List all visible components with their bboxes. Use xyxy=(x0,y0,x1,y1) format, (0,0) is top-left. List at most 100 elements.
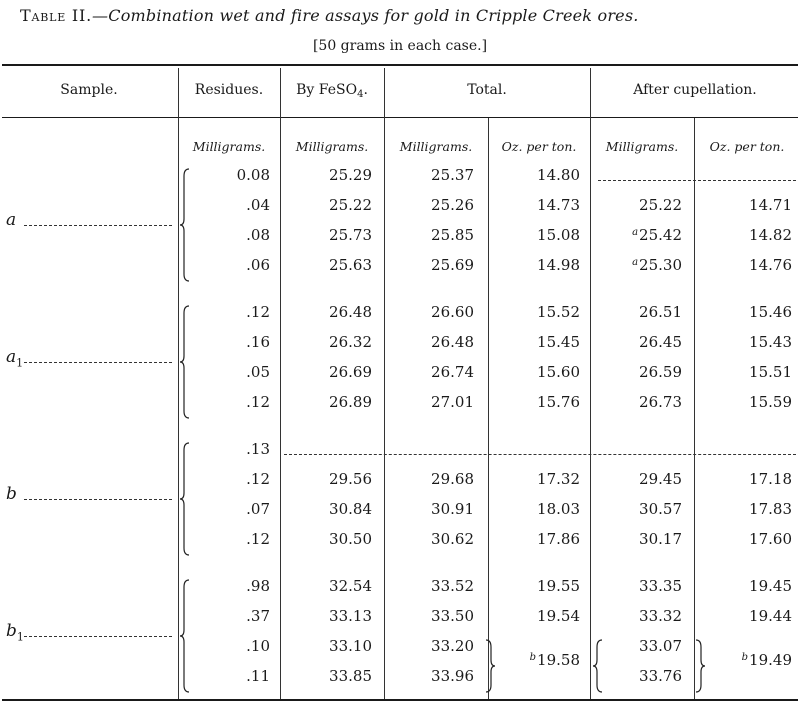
header-after-cupellation: After cupellation. xyxy=(633,82,757,98)
footnote-marker: b xyxy=(741,652,749,663)
residue-value: .12 xyxy=(246,393,270,411)
residue-value: .37 xyxy=(246,607,270,625)
cupel-mg-value: 26.45 xyxy=(639,333,682,351)
cupel-mg-value: a25.30 xyxy=(632,256,682,274)
cupel-mg-value: a25.42 xyxy=(632,226,682,244)
residue-value: .08 xyxy=(246,226,270,244)
feso4-value: 25.73 xyxy=(329,226,372,244)
unit-label: Milligrams. xyxy=(295,139,369,154)
table-title: Table II.—Combination wet and fire assay… xyxy=(20,6,639,25)
total-mg-value: 30.62 xyxy=(431,530,474,548)
cupel-mg-value: 25.22 xyxy=(639,196,682,214)
table-caption: —Combination wet and fire assays for gol… xyxy=(92,6,639,25)
footnote-marker: b xyxy=(529,652,537,663)
feso4-value: 30.50 xyxy=(329,530,372,548)
cupel-oz-value: 19.45 xyxy=(749,577,792,595)
header-by-feso4: By FeSO4. xyxy=(296,82,368,100)
residue-value: .12 xyxy=(246,470,270,488)
residue-value: .11 xyxy=(246,667,270,685)
cupel-oz-value: 19.44 xyxy=(749,607,792,625)
residue-value: .10 xyxy=(246,637,270,655)
residue-value: .12 xyxy=(246,530,270,548)
residue-value: .05 xyxy=(246,363,270,381)
unit-label: Milligrams. xyxy=(605,139,679,154)
cupel-mg-value: 30.17 xyxy=(639,530,682,548)
header-total: Total. xyxy=(467,82,507,98)
total-mg-value: 25.26 xyxy=(431,196,474,214)
merge-brace xyxy=(695,639,706,693)
residue-value: .13 xyxy=(246,440,270,458)
total-oz-value: 15.45 xyxy=(537,333,580,351)
total-mg-value: 29.68 xyxy=(431,470,474,488)
total-oz-value: 14.98 xyxy=(537,256,580,274)
residue-value: 0.08 xyxy=(236,166,270,184)
feso4-value: 26.89 xyxy=(329,393,372,411)
residue-value: .04 xyxy=(246,196,270,214)
sample-label: a1 xyxy=(6,347,24,370)
cupel-mg-value: 26.59 xyxy=(639,363,682,381)
cupel-oz-value: 17.60 xyxy=(749,530,792,548)
top-rule xyxy=(2,64,798,66)
total-oz-value: 15.76 xyxy=(537,393,580,411)
total-oz-value: 17.32 xyxy=(537,470,580,488)
total-oz-value: 14.73 xyxy=(537,196,580,214)
total-mg-value: 33.52 xyxy=(431,577,474,595)
residue-value: .07 xyxy=(246,500,270,518)
column-divider xyxy=(590,68,591,699)
leader-line xyxy=(24,499,172,500)
total-mg-value: 26.48 xyxy=(431,333,474,351)
cupel-oz-value: 15.59 xyxy=(749,393,792,411)
feso4-value: 29.56 xyxy=(329,470,372,488)
group-brace xyxy=(179,442,190,556)
unit-label: Oz. per ton. xyxy=(709,139,785,154)
cupel-oz-value: 14.71 xyxy=(749,196,792,214)
feso4-value: 33.10 xyxy=(329,637,372,655)
feso4-value: 25.29 xyxy=(329,166,372,184)
feso4-value: 33.85 xyxy=(329,667,372,685)
unit-label: Milligrams. xyxy=(399,139,473,154)
feso4-value: 26.32 xyxy=(329,333,372,351)
total-mg-value: 25.37 xyxy=(431,166,474,184)
footnote-marker: a xyxy=(632,257,639,268)
unit-label: Milligrams. xyxy=(192,139,266,154)
header-residues: Residues. xyxy=(194,82,264,98)
cupel-oz-value: 15.51 xyxy=(749,363,792,381)
unit-label: Oz. per ton. xyxy=(501,139,577,154)
footnote-marker: a xyxy=(632,227,639,238)
merge-brace xyxy=(592,639,603,693)
cupel-oz-value: 14.76 xyxy=(749,256,792,274)
cupel-oz-value: 15.43 xyxy=(749,333,792,351)
total-mg-value: 26.74 xyxy=(431,363,474,381)
group-brace xyxy=(179,579,190,693)
sample-label: b xyxy=(6,484,17,504)
empty-dash xyxy=(598,180,796,181)
total-oz-value: 15.60 xyxy=(537,363,580,381)
leader-line xyxy=(24,362,172,363)
column-divider xyxy=(488,118,489,699)
cupel-mg-value: 33.07 xyxy=(639,637,682,655)
residue-value: .06 xyxy=(246,256,270,274)
merge-brace xyxy=(485,639,496,693)
total-mg-value: 33.20 xyxy=(431,637,474,655)
total-mg-value: 25.85 xyxy=(431,226,474,244)
total-mg-value: 27.01 xyxy=(431,393,474,411)
total-oz-value: 19.54 xyxy=(537,607,580,625)
total-oz-value: 15.08 xyxy=(537,226,580,244)
total-oz-value: 19.55 xyxy=(537,577,580,595)
table-number: Table II. xyxy=(20,6,93,25)
cupel-oz-value: 17.83 xyxy=(749,500,792,518)
header-rule xyxy=(2,117,798,118)
column-divider xyxy=(384,68,385,699)
empty-dash xyxy=(284,454,796,455)
leader-line xyxy=(24,636,172,637)
group-brace xyxy=(179,168,190,282)
cupel-mg-value: 33.35 xyxy=(639,577,682,595)
residue-value: .98 xyxy=(246,577,270,595)
column-divider xyxy=(694,118,695,699)
total-mg-value: 26.60 xyxy=(431,303,474,321)
feso4-value: 26.48 xyxy=(329,303,372,321)
feso4-value: 33.13 xyxy=(329,607,372,625)
cupel-oz-value: 17.18 xyxy=(749,470,792,488)
merged-cupel-oz: b19.49 xyxy=(741,651,792,669)
sample-label: b1 xyxy=(6,621,24,644)
